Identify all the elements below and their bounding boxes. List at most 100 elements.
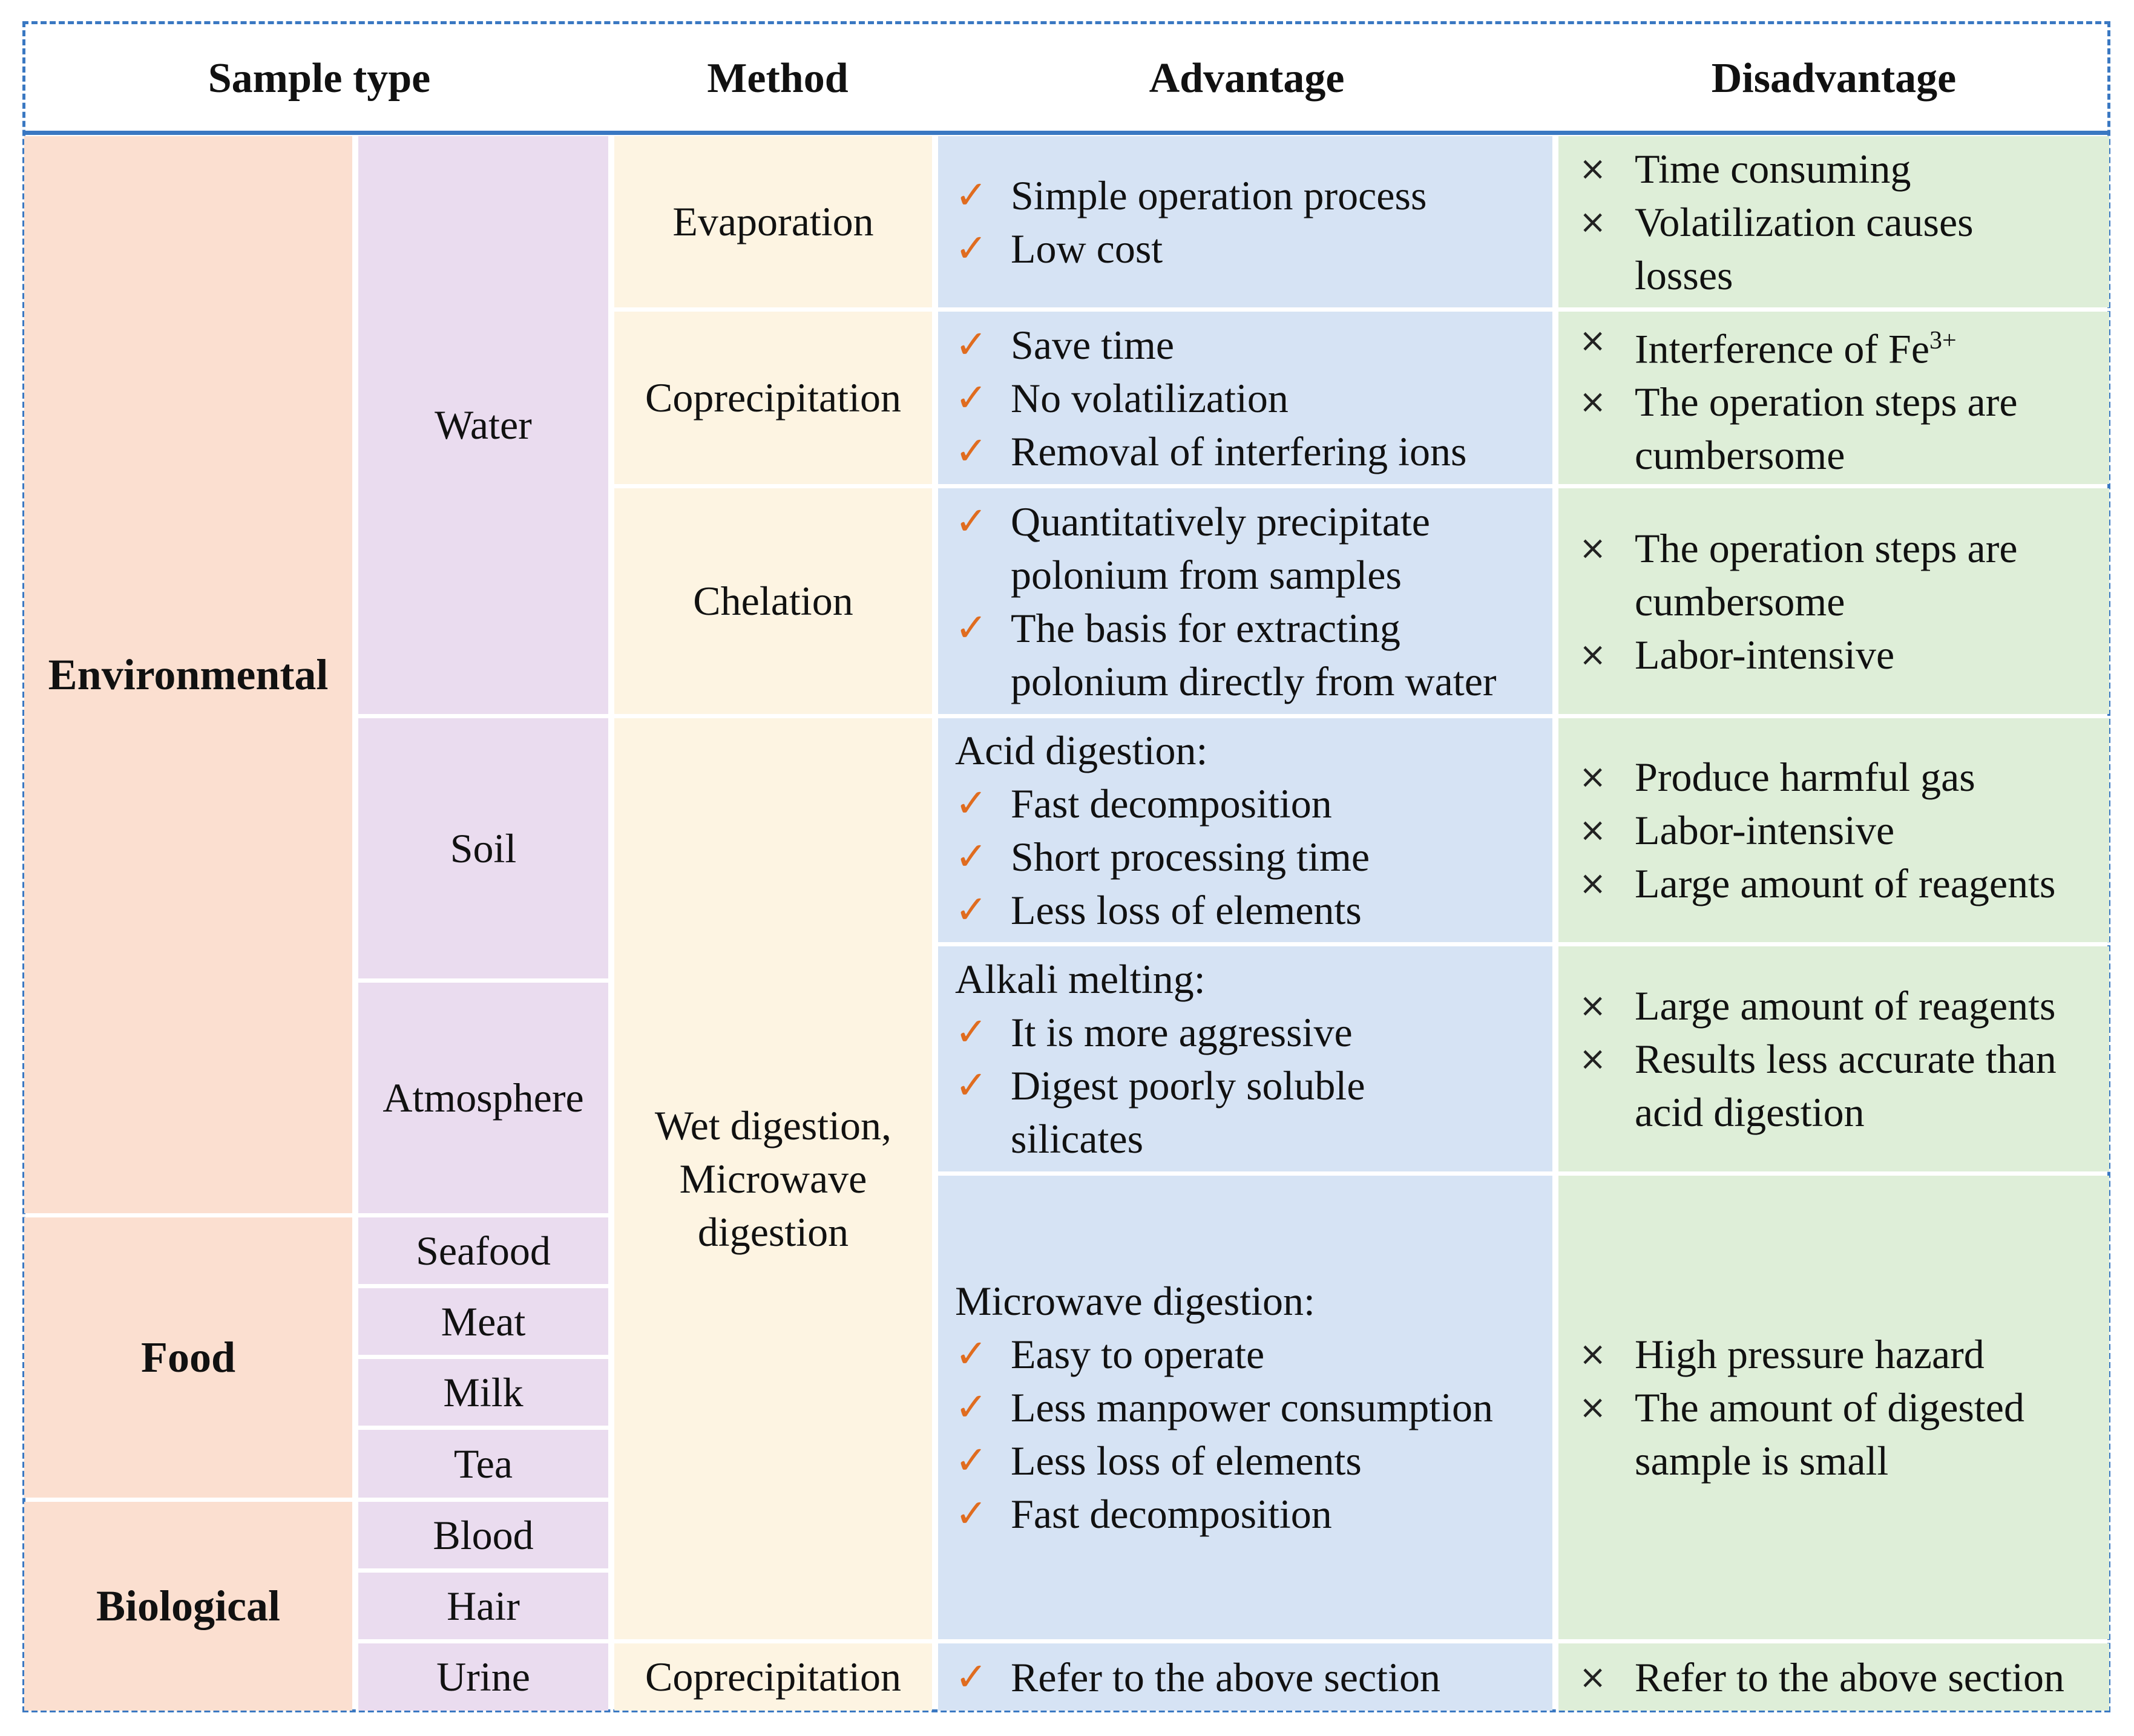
cross-icon: × bbox=[1579, 382, 1607, 421]
alkali-melting-title: Alkali melting: bbox=[955, 956, 1206, 1002]
cross-icon: × bbox=[1579, 758, 1607, 796]
disadvantage-alkali-melting: × Large amount of reagents × Results less … bbox=[1558, 946, 2109, 1171]
list-item: × The operation steps are cumbersome bbox=[1575, 375, 2109, 482]
advantage-acid-digestion: Acid digestion: ✓ Fast decomposition ✓ Sho… bbox=[938, 718, 1552, 942]
list-item: × Labor-intensive bbox=[1575, 628, 2109, 681]
check-icon: ✓ bbox=[955, 605, 988, 650]
check-icon: ✓ bbox=[955, 781, 988, 826]
sample-meat: Meat bbox=[358, 1288, 608, 1355]
check-icon: ✓ bbox=[955, 1332, 988, 1377]
check-icon: ✓ bbox=[955, 834, 988, 879]
check-icon: ✓ bbox=[955, 888, 988, 932]
sample-soil: Soil bbox=[358, 718, 608, 978]
list-item: × Large amount of reagents bbox=[1575, 979, 2109, 1032]
list-item: ✓ Low cost bbox=[955, 222, 1552, 275]
sample-seafood: Seafood bbox=[358, 1217, 608, 1284]
method-wet-digestion: Wet digestion, Microwave digestion bbox=[614, 718, 932, 1639]
list-item: × The amount of digested sample is small bbox=[1575, 1381, 2109, 1487]
list-item: ✓ Fast decomposition bbox=[955, 777, 1552, 830]
cross-icon: × bbox=[1579, 202, 1607, 241]
list-item: ✓ Fast decomposition bbox=[955, 1487, 1552, 1541]
cross-icon: × bbox=[1579, 1040, 1607, 1078]
check-icon: ✓ bbox=[955, 1438, 988, 1483]
list-item: ✓ No volatilization bbox=[955, 372, 1552, 425]
cross-icon: × bbox=[1579, 635, 1607, 673]
list-item: ✓ Less manpower consumption bbox=[955, 1381, 1552, 1434]
method-coprecipitation: Coprecipitation bbox=[614, 312, 932, 484]
disadvantage-evaporation: × Time consuming × Volatilization causes l… bbox=[1558, 136, 2109, 307]
acid-digestion-title: Acid digestion: bbox=[955, 727, 1208, 773]
disadvantage-chelation: × The operation steps are cumbersome × Lab… bbox=[1558, 488, 2109, 714]
method-coprecipitation-urine: Coprecipitation bbox=[614, 1643, 932, 1711]
sample-urine: Urine bbox=[358, 1643, 608, 1711]
disadvantage-microwave-digestion: × High pressure hazard × The amount of dig… bbox=[1558, 1176, 2109, 1639]
category-food: Food bbox=[24, 1217, 352, 1498]
disadvantage-acid-digestion: × Produce harmful gas × Labor-intensive × L… bbox=[1558, 718, 2109, 942]
header-sample-type: Sample type bbox=[208, 55, 431, 102]
check-icon: ✓ bbox=[955, 1385, 988, 1430]
cross-icon: × bbox=[1579, 864, 1607, 902]
microwave-digestion-title: Microwave digestion: bbox=[955, 1278, 1315, 1324]
sample-milk: Milk bbox=[358, 1359, 608, 1426]
cross-icon: × bbox=[1579, 1335, 1607, 1373]
advantage-evaporation: ✓ Simple operation process ✓ Low cost bbox=[938, 136, 1552, 307]
sample-blood: Blood bbox=[358, 1502, 608, 1568]
list-item: ✓ Removal of interfering ions bbox=[955, 425, 1552, 478]
check-icon: ✓ bbox=[955, 499, 988, 544]
list-item: × Produce harmful gas bbox=[1575, 750, 2109, 804]
list-item: × Large amount of reagents bbox=[1575, 857, 2109, 910]
sample-tea: Tea bbox=[358, 1430, 608, 1498]
method-chelation: Chelation bbox=[614, 488, 932, 714]
advantage-alkali-melting: Alkali melting: ✓ It is more aggressive ✓… bbox=[938, 946, 1552, 1171]
cross-icon: × bbox=[1579, 986, 1607, 1024]
list-item: × Refer to the above section bbox=[1575, 1651, 2109, 1704]
check-icon: ✓ bbox=[955, 1492, 988, 1536]
list-item: ✓ Short processing time bbox=[955, 830, 1552, 883]
list-item: × Labor-intensive bbox=[1575, 804, 2109, 857]
header-method: Method bbox=[707, 55, 849, 102]
list-item: ✓ Easy to operate bbox=[955, 1328, 1552, 1381]
check-icon: ✓ bbox=[955, 1010, 988, 1055]
list-item: ✓ Digest poorly soluble silicates bbox=[955, 1059, 1552, 1165]
method-evaporation: Evaporation bbox=[614, 136, 932, 307]
advantage-chelation: ✓ Quantitatively precipitate polonium fro… bbox=[938, 488, 1552, 714]
check-icon: ✓ bbox=[955, 428, 988, 474]
check-icon: ✓ bbox=[955, 322, 988, 367]
advantage-microwave-digestion: Microwave digestion: ✓ Easy to operate ✓ L… bbox=[938, 1176, 1552, 1639]
disadvantage-urine: × Refer to the above section bbox=[1558, 1643, 2109, 1711]
list-item: ✓ Refer to the above section bbox=[955, 1651, 1552, 1704]
list-item: ✓ The basis for extracting polonium direc… bbox=[955, 601, 1552, 708]
cross-icon: × bbox=[1579, 811, 1607, 849]
header-disadvantage: Disadvantage bbox=[1711, 55, 1957, 102]
disadvantage-coprecipitation: × Interference of Fe3+ × The operation ste… bbox=[1558, 312, 2109, 484]
check-icon: ✓ bbox=[955, 172, 988, 218]
cross-icon: × bbox=[1579, 321, 1607, 359]
header-divider bbox=[22, 131, 2110, 135]
advantage-coprecipitation: ✓ Save time ✓ No volatilization ✓ Removal o… bbox=[938, 312, 1552, 484]
list-item: ✓ Simple operation process bbox=[955, 169, 1552, 222]
cross-icon: × bbox=[1579, 528, 1607, 567]
list-item: × Volatilization causes losses bbox=[1575, 195, 2109, 302]
list-item: × Time consuming bbox=[1575, 142, 2109, 195]
list-item: ✓ Quantitatively precipitate polonium fro… bbox=[955, 495, 1552, 601]
check-icon: ✓ bbox=[955, 1654, 988, 1700]
list-item: ✓ Save time bbox=[955, 318, 1552, 372]
check-icon: ✓ bbox=[955, 1063, 988, 1108]
cross-icon: × bbox=[1579, 1657, 1607, 1696]
check-icon: ✓ bbox=[955, 226, 988, 271]
list-item: × High pressure hazard bbox=[1575, 1328, 2109, 1381]
category-environmental: Environmental bbox=[24, 136, 352, 1213]
check-icon: ✓ bbox=[955, 375, 988, 421]
sample-atmosphere: Atmosphere bbox=[358, 983, 608, 1213]
cross-icon: × bbox=[1579, 149, 1607, 188]
ion-charge: 3+ bbox=[1929, 326, 1957, 355]
cross-icon: × bbox=[1579, 1388, 1607, 1426]
list-item: ✓ Less loss of elements bbox=[955, 1434, 1552, 1487]
advantage-urine: ✓ Refer to the above section bbox=[938, 1643, 1552, 1711]
list-item: ✓ Less loss of elements bbox=[955, 883, 1552, 937]
sample-hair: Hair bbox=[358, 1573, 608, 1639]
list-item: × The operation steps are cumbersome bbox=[1575, 522, 2109, 628]
list-item: × Interference of Fe3+ bbox=[1575, 314, 2109, 376]
category-biological: Biological bbox=[24, 1502, 352, 1711]
sample-water: Water bbox=[358, 136, 608, 714]
